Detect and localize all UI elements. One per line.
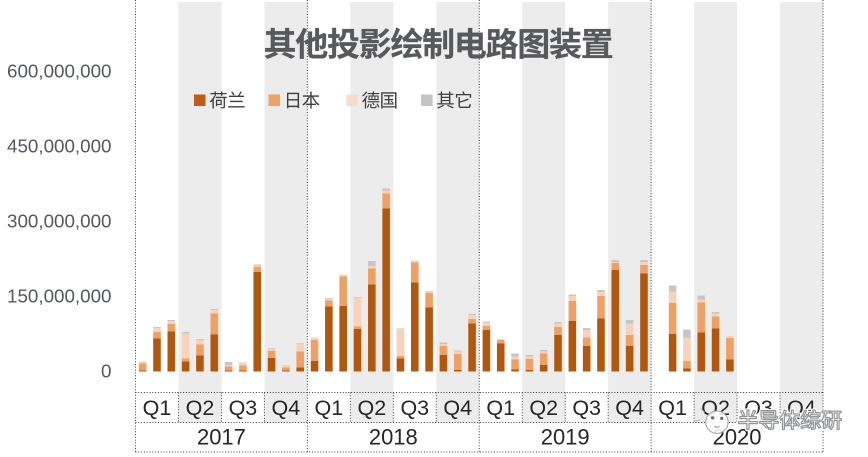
- svg-text:2017: 2017: [197, 425, 246, 450]
- svg-text:Q1: Q1: [315, 396, 344, 420]
- svg-text:2018: 2018: [369, 425, 418, 450]
- svg-text:600,000,000: 600,000,000: [7, 61, 111, 82]
- svg-text:Q4: Q4: [443, 396, 472, 420]
- svg-text:Q3: Q3: [572, 396, 601, 420]
- svg-text:Q1: Q1: [658, 396, 687, 420]
- svg-text:Q2: Q2: [529, 396, 558, 420]
- svg-text:Q1: Q1: [143, 396, 172, 420]
- svg-text:Q3: Q3: [229, 396, 258, 420]
- svg-text:Q3: Q3: [400, 396, 429, 420]
- svg-text:Q2: Q2: [357, 396, 386, 420]
- svg-text:Q4: Q4: [272, 396, 301, 420]
- svg-text:Q1: Q1: [486, 396, 515, 420]
- svg-text:Q2: Q2: [186, 396, 215, 420]
- svg-text:Q4: Q4: [615, 396, 644, 420]
- svg-text:300,000,000: 300,000,000: [7, 211, 111, 232]
- svg-text:2019: 2019: [541, 425, 590, 450]
- svg-text:0: 0: [101, 361, 111, 382]
- svg-text:450,000,000: 450,000,000: [7, 136, 111, 157]
- svg-text:150,000,000: 150,000,000: [7, 286, 111, 307]
